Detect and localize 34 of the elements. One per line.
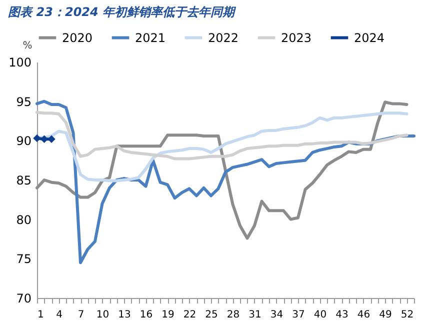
x-tick-label: 22	[183, 310, 196, 320]
x-tick-label: 52	[400, 310, 414, 320]
legend-label: 2021	[135, 30, 166, 45]
y-tick-label: 70	[16, 292, 32, 306]
y-tick-label: 100	[8, 56, 32, 70]
x-tick-label: 37	[292, 310, 305, 320]
y-tick-label: 75	[16, 252, 32, 266]
x-tick-label: 34	[270, 310, 284, 320]
x-tick-label: 25	[205, 310, 218, 320]
x-tick-label: 10	[96, 310, 110, 320]
legend-label: 2022	[208, 30, 239, 45]
y-tick-label: 90	[16, 134, 32, 148]
x-tick-label: 28	[226, 310, 240, 320]
x-tick-label: 19	[162, 310, 174, 320]
x-tick-label: 49	[379, 310, 392, 320]
legend-label: 2024	[354, 30, 385, 45]
x-tick-label: 16	[140, 310, 153, 320]
x-tick-label: 31	[248, 310, 262, 320]
chart-title: 图表 23：2024 年初鲜销率低于去年同期	[8, 5, 237, 19]
x-tick-label: 4	[56, 310, 62, 320]
line-series	[36, 100, 408, 240]
line-series	[36, 110, 408, 160]
x-tick-label: 7	[78, 310, 84, 320]
y-tick-label: 85	[16, 174, 32, 188]
x-tick-label: 13	[118, 310, 131, 320]
x-tick-label: 1	[38, 310, 44, 320]
y-axis-title: %	[22, 40, 32, 52]
x-tick-label: 40	[314, 310, 327, 320]
x-tick-label: 46	[357, 310, 370, 320]
x-tick-label: 43	[336, 310, 348, 320]
legend-label: 2023	[281, 30, 312, 45]
y-tick-label: 95	[16, 94, 32, 109]
y-tick-label: 80	[16, 212, 32, 227]
legend-label: 2020	[62, 30, 93, 45]
